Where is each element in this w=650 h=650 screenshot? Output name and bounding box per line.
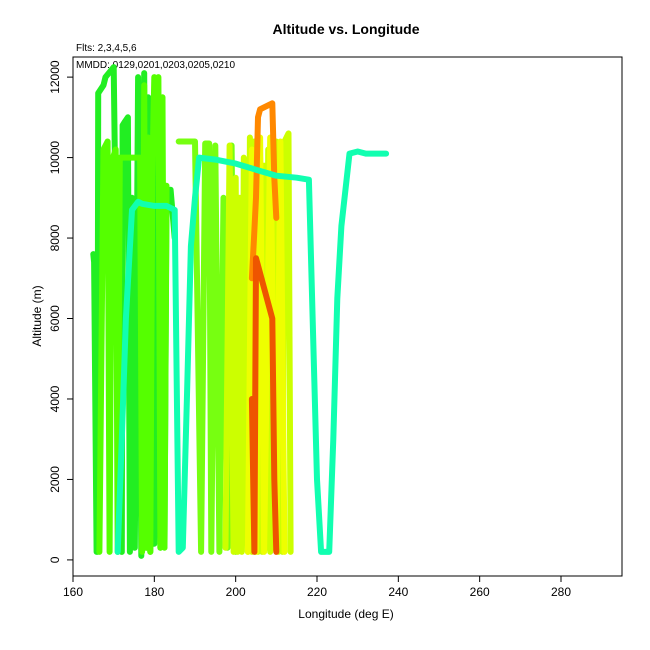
y-tick-label: 4000 — [48, 385, 62, 412]
y-axis-label: Altitude (m) — [30, 285, 44, 346]
series-line-2 — [96, 74, 170, 555]
series-line-8 — [114, 148, 390, 555]
series-layer — [90, 64, 390, 559]
chart-title: Altitude vs. Longitude — [273, 21, 420, 37]
y-tick-label: 12000 — [48, 60, 62, 94]
y-tick-label: 8000 — [48, 224, 62, 251]
x-tick-label: 240 — [388, 585, 408, 599]
x-tick-label: 280 — [551, 585, 571, 599]
x-axis: 160 180 200 220 240 260 280 — [63, 575, 571, 599]
x-tick-label: 220 — [307, 585, 327, 599]
dates-annotation: MMDD: 0129,0201,0203,0205,0210 — [76, 60, 235, 71]
series-line-6 — [248, 100, 280, 282]
x-axis-label: Longitude (deg E) — [298, 607, 393, 621]
series-line-7 — [248, 255, 280, 555]
x-tick-label: 260 — [470, 585, 490, 599]
x-tick-label: 160 — [63, 585, 83, 599]
y-tick-label: 6000 — [48, 305, 62, 332]
y-tick-label: 10000 — [48, 141, 62, 175]
x-tick-label: 180 — [144, 585, 164, 599]
y-tick-label: 0 — [48, 556, 62, 563]
flights-annotation: Flts: 2,3,4,5,6 — [76, 43, 137, 54]
y-tick-label: 2000 — [48, 466, 62, 493]
y-axis: 0 2000 4000 6000 8000 10000 12000 — [48, 60, 74, 563]
x-tick-label: 200 — [226, 585, 246, 599]
